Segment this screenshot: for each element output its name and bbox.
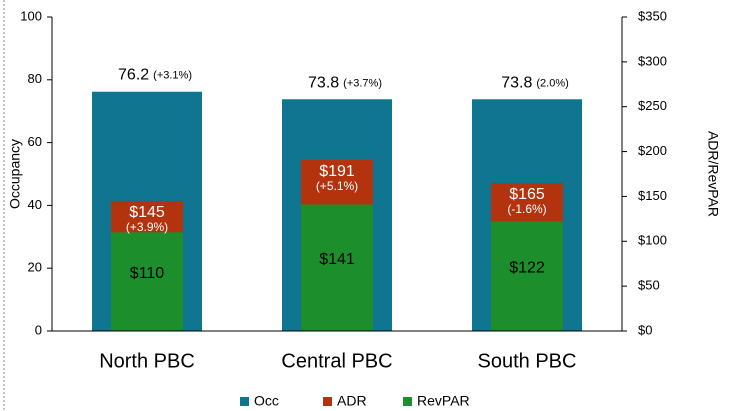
bar <box>491 221 563 331</box>
legend-swatch <box>403 397 412 406</box>
y-tick-label: 20 <box>28 260 42 275</box>
change-label: (2.0%) <box>536 77 568 89</box>
y-tick-label: 0 <box>35 322 42 337</box>
legend-swatch <box>323 397 332 406</box>
value-label: 73.8 <box>501 74 532 91</box>
y-tick-label: 60 <box>28 134 42 149</box>
y-tick-label: 80 <box>28 71 42 86</box>
change-label: (+3.9%) <box>126 220 168 234</box>
change-label: (+3.7%) <box>343 77 382 89</box>
legend-label: ADR <box>337 393 367 409</box>
x-tick-label: Central PBC <box>281 350 392 372</box>
value-label: $191 <box>319 163 355 180</box>
occ-label: 76.2 (+3.1%) <box>118 67 192 84</box>
y2-tick-label: $50 <box>638 278 660 293</box>
legend-swatch <box>240 397 249 406</box>
value-label: 73.8 <box>308 74 339 91</box>
change-label: (+3.1%) <box>153 70 192 82</box>
value-label: 76.2 <box>118 67 149 84</box>
bar <box>111 232 183 331</box>
y2-tick-label: $0 <box>638 322 652 337</box>
value-label: $165 <box>509 186 545 203</box>
y2-tick-label: $300 <box>638 53 667 68</box>
y2-tick-label: $100 <box>638 233 667 248</box>
value-label: $145 <box>129 204 165 221</box>
x-tick-label: South PBC <box>478 350 577 372</box>
legend-label: Occ <box>254 393 279 409</box>
y2-tick-label: $150 <box>638 188 667 203</box>
value-label: $141 <box>319 251 355 268</box>
y-tick-label: 40 <box>28 197 42 212</box>
value-label: $122 <box>509 259 545 276</box>
occ-label: 73.8 (2.0%) <box>501 74 569 91</box>
y-tick-label: 100 <box>20 8 42 23</box>
change-label: (+5.1%) <box>316 179 358 193</box>
bar <box>301 204 373 331</box>
y2-tick-label: $250 <box>638 98 667 113</box>
y2-tick-label: $200 <box>638 143 667 158</box>
x-tick-label: North PBC <box>99 350 195 372</box>
y2-axis-label: ADR/RevPAR <box>705 131 721 217</box>
y-axis-label: Occupancy <box>7 139 23 209</box>
change-label: (-1.6%) <box>507 202 546 216</box>
occ-label: 73.8 (+3.7%) <box>308 74 382 91</box>
y2-tick-label: $350 <box>638 8 667 23</box>
legend-label: RevPAR <box>417 393 470 409</box>
value-label: $110 <box>130 265 165 282</box>
